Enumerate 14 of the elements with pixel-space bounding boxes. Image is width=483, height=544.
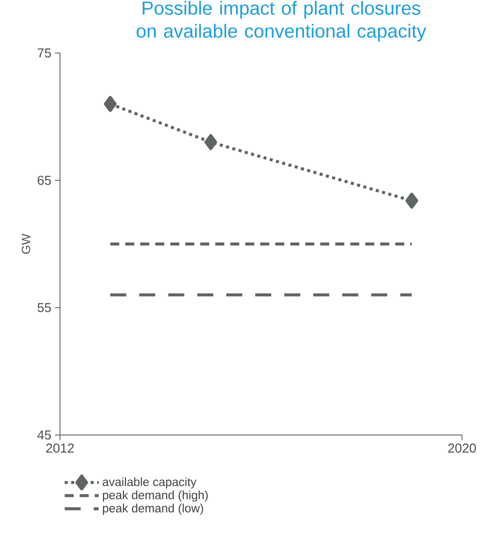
point <box>204 134 218 150</box>
y-axis-title: GW <box>22 234 30 254</box>
x-tick-label: 2020 <box>448 444 476 453</box>
y-tick-label: 45 <box>37 430 51 440</box>
x-tick-label: 2012 <box>46 444 74 453</box>
point <box>104 96 117 112</box>
y-tick-label: 75 <box>38 48 51 58</box>
legend-label: peak demand (high) <box>102 490 208 502</box>
y-tick-label: 55 <box>38 303 51 312</box>
legend-label: available capacity <box>102 477 196 489</box>
point <box>405 192 418 209</box>
legend-label: peak demand (low) <box>102 504 204 515</box>
y-tick-label: 65 <box>38 176 51 185</box>
chart-title: Possible impact of plant closures on available conventional capacity <box>136 0 426 42</box>
